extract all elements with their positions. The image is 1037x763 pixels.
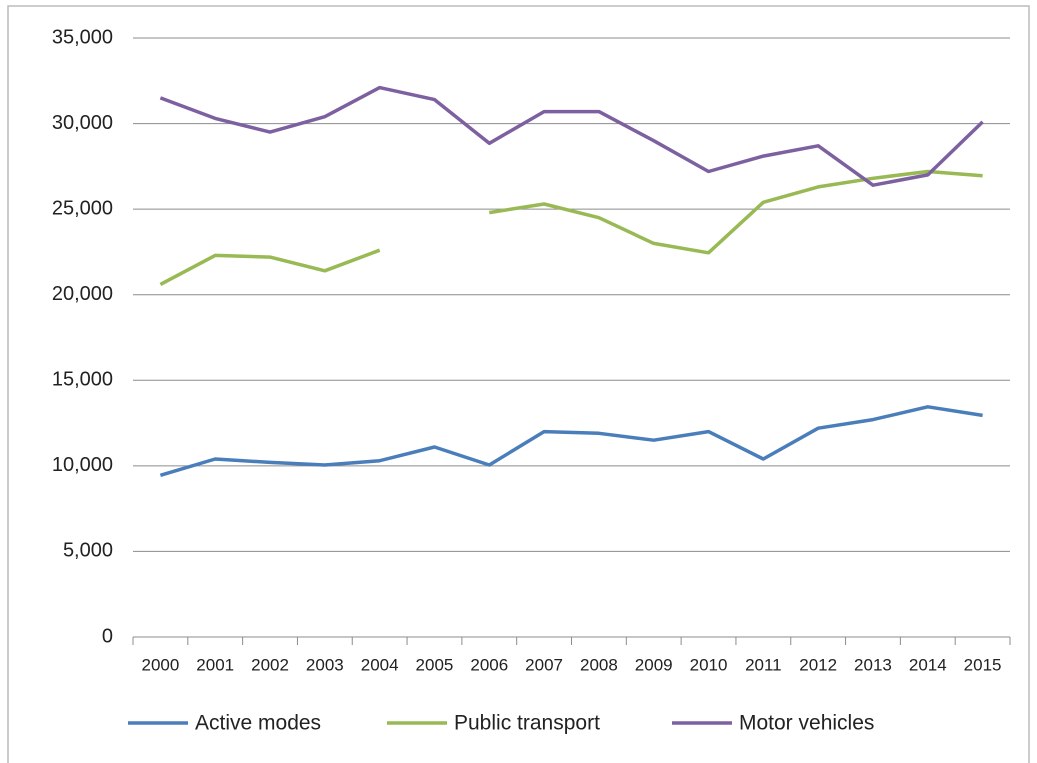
y-tick-label: 30,000 (52, 112, 113, 134)
x-tick-label: 2004 (361, 655, 399, 674)
x-tick-label: 2002 (251, 655, 289, 674)
x-tick-label: 2014 (909, 655, 947, 674)
x-tick-label: 2001 (196, 655, 234, 674)
x-tick-label: 2007 (525, 655, 563, 674)
x-tick-label: 2008 (580, 655, 618, 674)
series-line (159, 169, 983, 286)
x-tick-label: 2003 (306, 655, 344, 674)
y-tick-label: 35,000 (52, 26, 113, 48)
y-tick-label: 0 (102, 625, 113, 647)
chart-frame (7, 5, 1030, 763)
y-tick-label: 25,000 (52, 197, 113, 219)
series-line (159, 405, 983, 477)
x-tick-label: 2009 (635, 655, 673, 674)
x-tick-label: 2011 (745, 655, 782, 674)
legend-label: Active modes (195, 712, 321, 735)
x-tick-label: 2000 (141, 655, 179, 674)
x-tick-label: 2013 (854, 655, 892, 674)
x-tick-label: 2006 (470, 655, 508, 674)
x-tick-label: 2012 (799, 655, 837, 674)
x-tick-label: 2005 (416, 655, 454, 674)
y-tick-label: 5,000 (63, 540, 113, 562)
series-line (159, 85, 984, 187)
legend-label: Motor vehicles (739, 712, 874, 735)
y-tick-label: 15,000 (52, 369, 113, 391)
legend-label: Public transport (454, 712, 600, 735)
x-tick-label: 2015 (964, 655, 1002, 674)
y-tick-label: 10,000 (52, 454, 113, 476)
y-tick-label: 20,000 (52, 283, 113, 305)
x-tick-label: 2010 (690, 655, 728, 674)
